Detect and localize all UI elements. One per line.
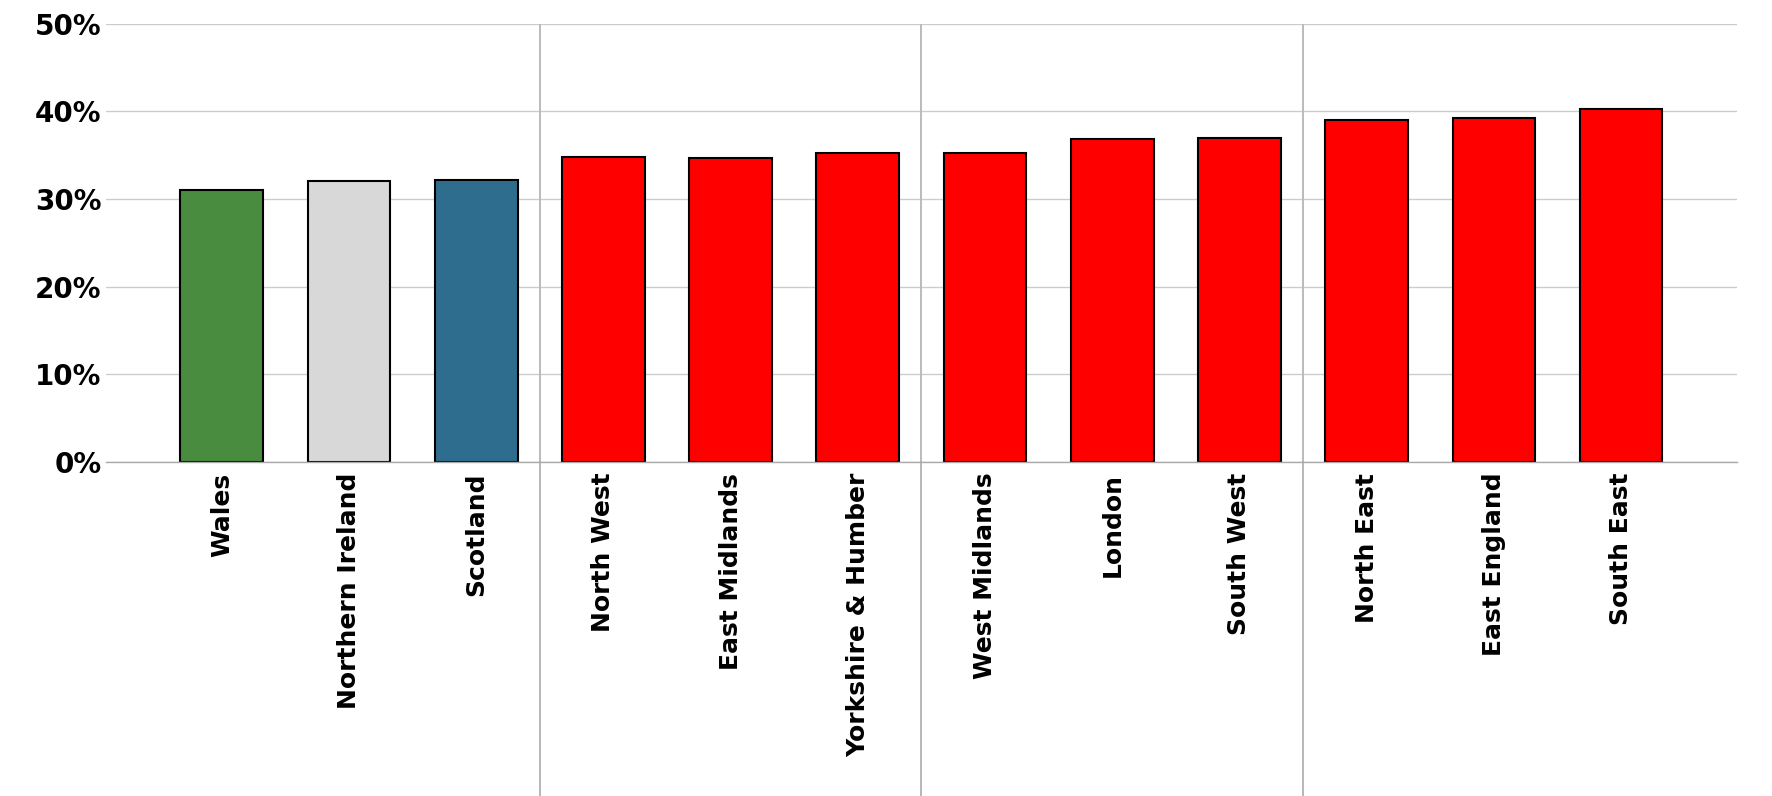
Bar bbox=[1325, 120, 1409, 462]
Bar bbox=[1453, 118, 1535, 462]
Bar bbox=[1198, 138, 1281, 462]
Bar bbox=[1070, 139, 1154, 462]
Bar bbox=[944, 154, 1026, 462]
Bar bbox=[817, 154, 898, 462]
Bar bbox=[689, 158, 773, 462]
Bar bbox=[181, 190, 262, 462]
Bar bbox=[308, 181, 390, 462]
Bar bbox=[562, 157, 645, 462]
Bar bbox=[434, 180, 517, 462]
Bar bbox=[1581, 109, 1662, 462]
